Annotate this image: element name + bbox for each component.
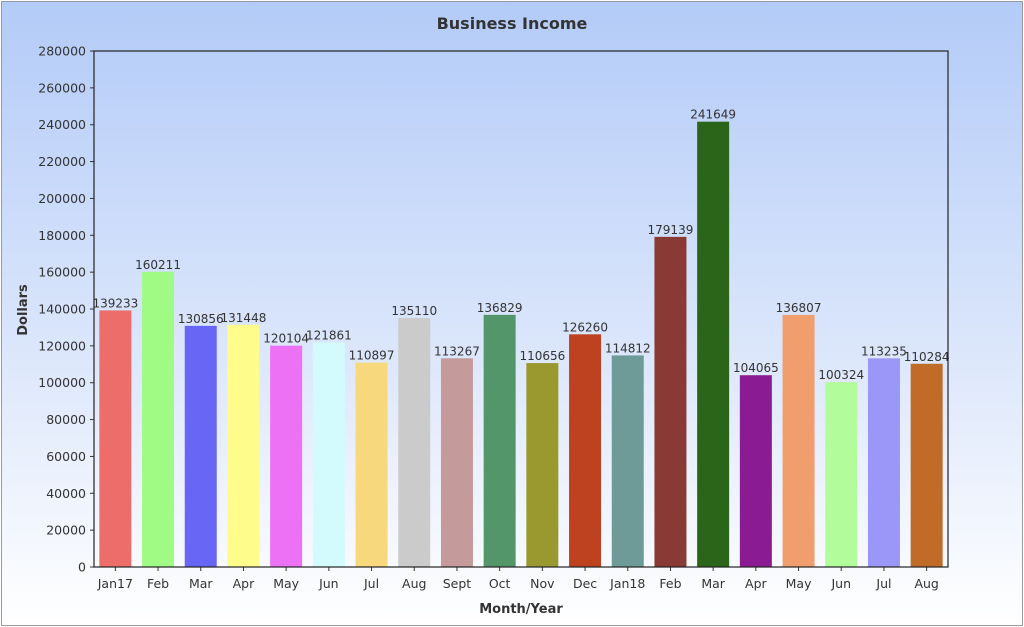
bar-aug-19	[910, 363, 943, 567]
data-label: 113235	[861, 344, 907, 358]
y-tick-label: 160000	[38, 265, 86, 280]
data-label: 100324	[818, 368, 864, 382]
y-tick-label: 60000	[46, 449, 86, 464]
data-label: 130856	[178, 312, 224, 326]
bar-may-4	[270, 345, 303, 567]
axes-group: Jan17 Feb Mar Apr May Jun Jul Aug Sept Oct Nov Dec J…	[38, 44, 949, 591]
x-tick-label: Jan18	[609, 576, 645, 591]
x-tick-label: Jul	[363, 576, 379, 591]
x-tick-label: Aug	[914, 576, 938, 591]
data-label: 135110	[391, 304, 437, 318]
bar-aug-7	[398, 318, 431, 567]
y-tick-label: 220000	[38, 154, 86, 169]
plot-frame	[93, 50, 949, 568]
data-label: 126260	[562, 320, 608, 334]
y-tick-label: 120000	[38, 338, 86, 353]
bar-jan17-0	[99, 310, 132, 567]
data-label: 110656	[519, 349, 565, 363]
data-label: 110897	[349, 349, 395, 363]
x-tick-label: May	[273, 576, 299, 591]
y-tick-label: 0	[78, 560, 86, 575]
bar-jul-6	[355, 362, 388, 567]
x-tick-label: Sept	[443, 576, 472, 591]
bar-apr-3	[227, 324, 260, 567]
bar-oct-9	[483, 314, 516, 567]
bar-jan18-12	[611, 355, 644, 567]
x-tick-label: Jan17	[97, 576, 133, 591]
y-tick-label: 20000	[46, 523, 86, 538]
x-tick-label: May	[786, 576, 812, 591]
data-label: 139233	[92, 296, 138, 310]
data-label: 241649	[690, 108, 736, 122]
data-label: 114812	[605, 341, 651, 355]
y-tick-label: 80000	[46, 412, 86, 427]
data-label: 113267	[434, 344, 480, 358]
y-tick-label: 100000	[38, 375, 86, 390]
y-tick-label: 260000	[38, 80, 86, 95]
x-tick-label: Feb	[659, 576, 681, 591]
bar-feb-13	[654, 236, 687, 567]
bar-dec-11	[569, 334, 602, 567]
x-tick-label: Feb	[147, 576, 169, 591]
bar-nov-10	[526, 363, 559, 567]
data-label: 160211	[135, 258, 181, 272]
x-tick-label: Mar	[701, 576, 725, 591]
bar-mar-2	[184, 325, 217, 567]
x-tick-label: Jun	[318, 576, 339, 591]
y-tick-label: 40000	[46, 486, 86, 501]
y-axis-label: Dollars	[16, 284, 31, 336]
y-tick-label: 180000	[38, 228, 86, 243]
x-tick-label: Dec	[573, 576, 597, 591]
y-tick-label: 140000	[38, 302, 86, 317]
x-axis-label: Month/Year	[479, 602, 563, 617]
data-label: 136829	[477, 301, 523, 315]
x-tick-label: Aug	[402, 576, 426, 591]
x-tick-label: Apr	[745, 576, 767, 591]
y-tick-label: 200000	[38, 191, 86, 206]
data-label: 136807	[776, 301, 822, 315]
bar-may-16	[782, 314, 815, 567]
data-label: 131448	[221, 311, 267, 325]
x-tick-label: Apr	[233, 576, 255, 591]
x-tick-label: Mar	[189, 576, 213, 591]
y-tick-label: 280000	[38, 44, 86, 59]
data-label: 121861	[306, 328, 352, 342]
data-label: 104065	[733, 361, 779, 375]
bar-jun-5	[312, 342, 345, 567]
bar-jul-18	[867, 358, 900, 567]
bar-jun-17	[825, 382, 858, 567]
chart-title: Business Income	[437, 14, 588, 33]
x-tick-label: Jun	[830, 576, 851, 591]
data-label: 120104	[263, 332, 309, 346]
data-label: 179139	[648, 223, 694, 237]
bar-sept-8	[440, 358, 473, 567]
y-tick-label: 240000	[38, 117, 86, 132]
data-label: 110284	[904, 350, 950, 364]
x-tick-label: Jul	[875, 576, 891, 591]
bar-feb-1	[142, 271, 175, 567]
bar-mar-14	[697, 121, 730, 567]
bar-apr-15	[739, 375, 772, 567]
x-tick-label: Oct	[489, 576, 511, 591]
x-tick-label: Nov	[530, 576, 555, 591]
